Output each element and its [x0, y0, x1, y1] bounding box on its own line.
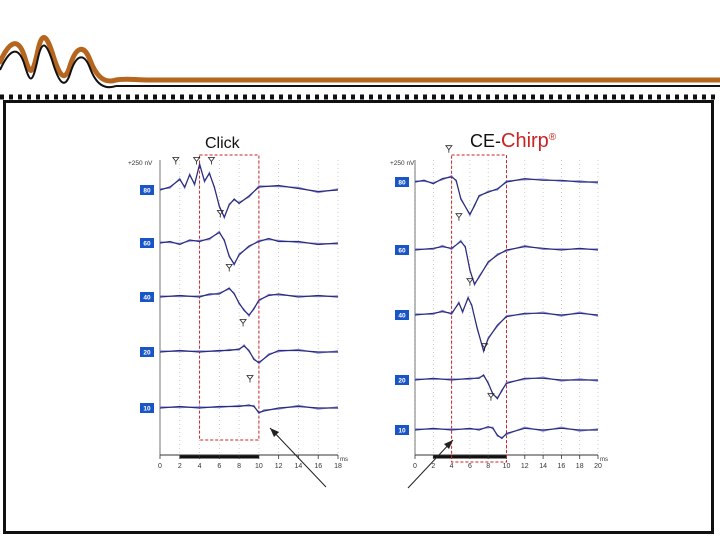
pointer-arrowhead-right — [444, 440, 453, 449]
trace-60-replicate-a — [414, 240, 599, 286]
latency-window — [199, 154, 260, 441]
peak-marker-40-0 — [225, 264, 234, 272]
x-unit-label: ms — [600, 457, 608, 463]
level-box-20 — [140, 347, 154, 357]
wave-logo-icon — [0, 35, 720, 84]
level-label-40: 40 — [398, 313, 406, 320]
peak-marker-80-1 — [192, 157, 201, 165]
peak-marker-80-2 — [207, 157, 216, 165]
latency-window — [451, 154, 508, 463]
level-box-40 — [140, 292, 154, 302]
level-label-60: 60 — [143, 241, 151, 248]
trace-10-replicate-b — [159, 404, 339, 415]
level-box-60 — [395, 245, 409, 255]
trace-10-replicate-a — [414, 425, 598, 440]
level-label-10: 10 — [398, 428, 406, 435]
trace-60-replicate-b — [159, 230, 339, 267]
trace-40-replicate-a — [159, 287, 339, 316]
x-tick-label-10: 10 — [503, 463, 511, 470]
peak-marker-80-0 — [445, 145, 453, 153]
x-tick-label-6: 6 — [468, 463, 472, 470]
x-tick-label-14: 14 — [295, 463, 303, 470]
trace-20-replicate-a — [159, 345, 338, 364]
level-box-80 — [395, 177, 409, 187]
level-box-10 — [395, 425, 409, 435]
level-box-40 — [395, 310, 409, 320]
x-tick-label-2: 2 — [178, 463, 182, 470]
scale-label: +250 nV — [390, 160, 415, 167]
peak-marker-10-0 — [487, 393, 495, 401]
header-decoration — [0, 35, 720, 100]
peak-marker-60-0 — [455, 213, 463, 221]
trace-20-replicate-b — [159, 343, 339, 365]
level-label-80: 80 — [143, 188, 151, 195]
x-tick-label-20: 20 — [594, 463, 602, 470]
trace-10-replicate-a — [159, 404, 338, 414]
level-label-20: 20 — [143, 350, 151, 357]
x-tick-label-16: 16 — [314, 463, 322, 470]
peak-marker-60-0 — [216, 210, 225, 218]
level-label-10: 10 — [143, 406, 151, 413]
x-unit-label: ms — [340, 457, 348, 463]
scale-label: +250 nV — [128, 160, 153, 167]
trace-80-replicate-a — [159, 162, 339, 219]
x-tick-label-8: 8 — [486, 463, 490, 470]
level-box-20 — [395, 375, 409, 385]
trace-40-replicate-b — [159, 288, 339, 318]
trace-20-replicate-a — [414, 374, 598, 400]
x-tick-label-8: 8 — [237, 463, 241, 470]
pointer-arrow-right — [407, 439, 454, 489]
level-label-20: 20 — [398, 378, 406, 385]
level-label-40: 40 — [143, 295, 151, 302]
peak-marker-80-0 — [172, 157, 180, 165]
peak-marker-10-0 — [246, 375, 254, 383]
chirp-title-mark: ® — [548, 132, 557, 143]
level-label-80: 80 — [398, 180, 406, 187]
x-tick-label-2: 2 — [431, 463, 435, 470]
trace-40-replicate-a — [414, 296, 599, 353]
chirp-title-word: Chirp — [501, 130, 549, 152]
peak-marker-40-0 — [466, 278, 474, 286]
x-tick-label-0: 0 — [413, 463, 417, 470]
chirp-title-prefix: CE- — [470, 131, 501, 151]
pointer-arrow-left — [269, 427, 327, 488]
pointer-arrowhead-left — [270, 428, 279, 437]
x-tick-label-10: 10 — [255, 463, 263, 470]
x-tick-label-0: 0 — [158, 463, 162, 470]
x-tick-label-12: 12 — [275, 463, 283, 470]
level-label-60: 60 — [398, 248, 406, 255]
level-box-80 — [140, 185, 154, 195]
peak-marker-20-0 — [480, 343, 489, 351]
click-panel-title: Click — [205, 135, 240, 152]
x-tick-label-12: 12 — [521, 463, 529, 470]
peak-marker-20-0 — [239, 319, 247, 327]
trace-60-replicate-a — [159, 231, 339, 266]
chirp-panel-title: CE-Chirp® — [470, 130, 556, 153]
x-tick-label-14: 14 — [539, 463, 547, 470]
x-tick-label-18: 18 — [576, 463, 584, 470]
x-tick-label-4: 4 — [198, 463, 202, 470]
trace-80-replicate-a — [414, 176, 598, 216]
content-frame — [3, 100, 714, 534]
x-tick-label-18: 18 — [334, 463, 342, 470]
x-tick-label-4: 4 — [450, 463, 454, 470]
level-box-60 — [140, 238, 154, 248]
x-tick-label-16: 16 — [558, 463, 566, 470]
x-tick-label-6: 6 — [217, 463, 221, 470]
level-box-10 — [140, 403, 154, 413]
